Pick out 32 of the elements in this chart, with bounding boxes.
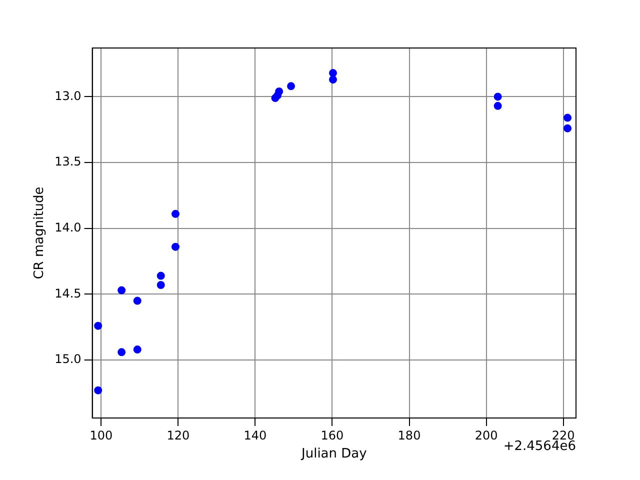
- y-tick-label: 14.0: [54, 220, 82, 235]
- point: [564, 124, 572, 132]
- x-tick-label: 100: [90, 428, 113, 442]
- point: [329, 69, 338, 78]
- point: [275, 87, 284, 96]
- y-tick-label: 13.0: [54, 88, 82, 103]
- point: [118, 348, 126, 356]
- point: [156, 281, 165, 290]
- point: [329, 76, 338, 84]
- point: [494, 92, 502, 101]
- x-tick-label: 120: [166, 428, 190, 442]
- point: [133, 296, 142, 305]
- point: [172, 210, 180, 218]
- y-tick-label: 15.0: [54, 352, 82, 366]
- point: [94, 386, 102, 394]
- x-axis-title: Julian Day: [300, 446, 368, 462]
- x-tick-label: 160: [320, 428, 344, 442]
- y-tick-label: 14.5: [54, 286, 82, 300]
- x-tick-label: 200: [474, 428, 498, 442]
- point: [564, 114, 572, 122]
- y-axis-title: CR magnitude: [32, 186, 48, 280]
- point: [133, 346, 142, 354]
- x-tick-label: 180: [398, 428, 421, 442]
- x-tick-label: 140: [244, 428, 267, 442]
- y-tick-label: 13.5: [54, 154, 82, 169]
- text: +2.4564e6: [503, 438, 576, 454]
- point: [172, 242, 180, 251]
- point: [94, 322, 102, 330]
- point: [494, 102, 502, 110]
- point: [287, 82, 296, 90]
- point: [156, 272, 165, 280]
- point: [118, 286, 126, 294]
